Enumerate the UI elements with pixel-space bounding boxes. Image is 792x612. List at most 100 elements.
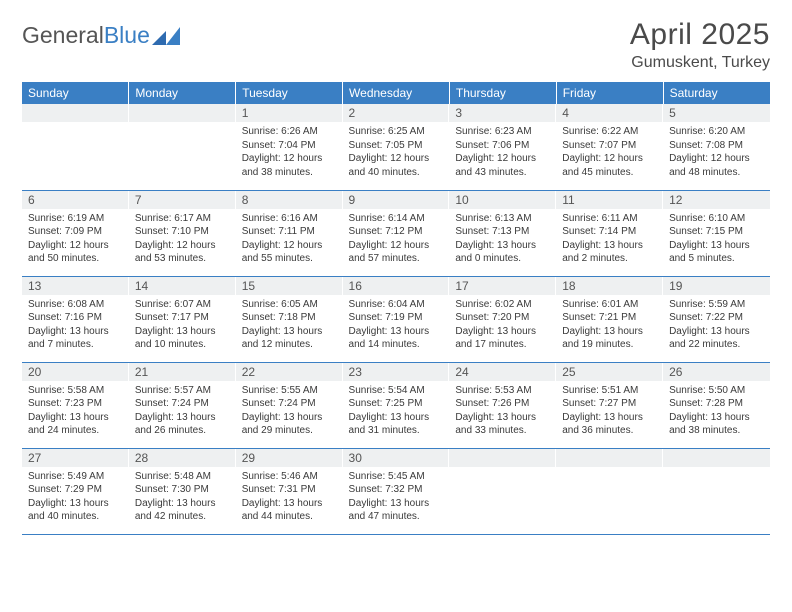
calendar-cell	[663, 448, 770, 534]
detail-line: Sunset: 7:09 PM	[28, 225, 123, 239]
detail-line: Sunrise: 5:48 AM	[135, 470, 230, 484]
detail-line: and 14 minutes.	[349, 338, 444, 352]
calendar-row: 27Sunrise: 5:49 AMSunset: 7:29 PMDayligh…	[22, 448, 770, 534]
detail-line: Daylight: 12 hours	[28, 239, 123, 253]
calendar-cell: 9Sunrise: 6:14 AMSunset: 7:12 PMDaylight…	[343, 190, 450, 276]
calendar-cell: 29Sunrise: 5:46 AMSunset: 7:31 PMDayligh…	[236, 448, 343, 534]
detail-line: Daylight: 13 hours	[28, 325, 123, 339]
day-number: 25	[556, 363, 663, 381]
detail-line: Sunset: 7:08 PM	[669, 139, 764, 153]
day-details: Sunrise: 6:01 AMSunset: 7:21 PMDaylight:…	[556, 295, 663, 356]
weekday-thu: Thursday	[449, 82, 556, 104]
detail-line: Daylight: 12 hours	[562, 152, 657, 166]
detail-line: and 0 minutes.	[455, 252, 550, 266]
day-number: 28	[129, 449, 236, 467]
calendar-cell: 16Sunrise: 6:04 AMSunset: 7:19 PMDayligh…	[343, 276, 450, 362]
detail-line: and 57 minutes.	[349, 252, 444, 266]
calendar-cell: 21Sunrise: 5:57 AMSunset: 7:24 PMDayligh…	[129, 362, 236, 448]
header: GeneralBlue April 2025 Gumuskent, Turkey	[22, 18, 770, 72]
calendar-cell: 30Sunrise: 5:45 AMSunset: 7:32 PMDayligh…	[343, 448, 450, 534]
day-number: 3	[449, 104, 556, 122]
logo-text-2: Blue	[104, 22, 150, 49]
calendar-cell: 7Sunrise: 6:17 AMSunset: 7:10 PMDaylight…	[129, 190, 236, 276]
calendar-cell: 17Sunrise: 6:02 AMSunset: 7:20 PMDayligh…	[449, 276, 556, 362]
day-details	[22, 122, 129, 129]
day-details	[449, 467, 556, 474]
detail-line: Sunset: 7:06 PM	[455, 139, 550, 153]
detail-line: Sunset: 7:13 PM	[455, 225, 550, 239]
day-number: 19	[663, 277, 770, 295]
detail-line: Daylight: 13 hours	[242, 497, 337, 511]
detail-line: and 17 minutes.	[455, 338, 550, 352]
detail-line: Sunset: 7:07 PM	[562, 139, 657, 153]
day-details	[556, 467, 663, 474]
detail-line: Daylight: 13 hours	[669, 239, 764, 253]
day-details: Sunrise: 6:14 AMSunset: 7:12 PMDaylight:…	[343, 209, 450, 270]
detail-line: Sunset: 7:16 PM	[28, 311, 123, 325]
day-number	[449, 449, 556, 467]
day-details: Sunrise: 5:57 AMSunset: 7:24 PMDaylight:…	[129, 381, 236, 442]
detail-line: Sunrise: 6:22 AM	[562, 125, 657, 139]
detail-line: Sunrise: 6:14 AM	[349, 212, 444, 226]
day-number: 1	[236, 104, 343, 122]
detail-line: Daylight: 13 hours	[135, 497, 230, 511]
calendar-cell: 20Sunrise: 5:58 AMSunset: 7:23 PMDayligh…	[22, 362, 129, 448]
day-number	[663, 449, 770, 467]
calendar-cell: 13 Sunrise: 6:08 AMSunset: 7:16 PMDayligh…	[22, 276, 129, 362]
detail-line: Sunset: 7:04 PM	[242, 139, 337, 153]
day-number: 18	[556, 277, 663, 295]
detail-line: and 38 minutes.	[669, 424, 764, 438]
day-number: 22	[236, 363, 343, 381]
day-number: 14	[129, 277, 236, 295]
detail-line: Sunrise: 6:10 AM	[669, 212, 764, 226]
day-details: Sunrise: 5:59 AMSunset: 7:22 PMDaylight:…	[663, 295, 770, 356]
detail-line: Sunrise: 6:19 AM	[28, 212, 123, 226]
calendar-table: Sunday Monday Tuesday Wednesday Thursday…	[22, 82, 770, 535]
calendar-cell: 15Sunrise: 6:05 AMSunset: 7:18 PMDayligh…	[236, 276, 343, 362]
detail-line: and 26 minutes.	[135, 424, 230, 438]
detail-line: Daylight: 12 hours	[135, 239, 230, 253]
detail-line: Sunrise: 5:58 AM	[28, 384, 123, 398]
day-details: Sunrise: 5:46 AMSunset: 7:31 PMDaylight:…	[236, 467, 343, 528]
calendar-cell: 4Sunrise: 6:22 AMSunset: 7:07 PMDaylight…	[556, 104, 663, 190]
logo-text-1: General	[22, 22, 104, 49]
day-number: 15	[236, 277, 343, 295]
day-number: 13	[22, 277, 129, 295]
detail-line: Sunset: 7:21 PM	[562, 311, 657, 325]
detail-line: and 22 minutes.	[669, 338, 764, 352]
detail-line: Sunset: 7:25 PM	[349, 397, 444, 411]
detail-line: Daylight: 13 hours	[669, 411, 764, 425]
detail-line: Sunset: 7:23 PM	[28, 397, 123, 411]
detail-line: Sunrise: 5:55 AM	[242, 384, 337, 398]
detail-line: and 42 minutes.	[135, 510, 230, 524]
detail-line: Sunrise: 6:02 AM	[455, 298, 550, 312]
detail-line: Sunrise: 6:11 AM	[562, 212, 657, 226]
calendar-row: 20Sunrise: 5:58 AMSunset: 7:23 PMDayligh…	[22, 362, 770, 448]
day-number	[556, 449, 663, 467]
detail-line: Sunset: 7:15 PM	[669, 225, 764, 239]
calendar-cell: 19Sunrise: 5:59 AMSunset: 7:22 PMDayligh…	[663, 276, 770, 362]
detail-line: and 10 minutes.	[135, 338, 230, 352]
logo: GeneralBlue	[22, 18, 180, 49]
detail-line: Daylight: 13 hours	[28, 497, 123, 511]
detail-line: and 40 minutes.	[349, 166, 444, 180]
day-details: Sunrise: 5:58 AMSunset: 7:23 PMDaylight:…	[22, 381, 129, 442]
detail-line: Sunset: 7:30 PM	[135, 483, 230, 497]
calendar-cell: 2Sunrise: 6:25 AMSunset: 7:05 PMDaylight…	[343, 104, 450, 190]
detail-line: Sunset: 7:18 PM	[242, 311, 337, 325]
detail-line: and 50 minutes.	[28, 252, 123, 266]
detail-line: Sunrise: 6:04 AM	[349, 298, 444, 312]
detail-line: Sunset: 7:27 PM	[562, 397, 657, 411]
detail-line: Sunset: 7:24 PM	[135, 397, 230, 411]
day-number: 2	[343, 104, 450, 122]
day-details: Sunrise: 6:10 AMSunset: 7:15 PMDaylight:…	[663, 209, 770, 270]
weekday-wed: Wednesday	[343, 82, 450, 104]
detail-line: and 43 minutes.	[455, 166, 550, 180]
detail-line: Daylight: 13 hours	[349, 497, 444, 511]
detail-line: and 44 minutes.	[242, 510, 337, 524]
day-details: Sunrise: 5:53 AMSunset: 7:26 PMDaylight:…	[449, 381, 556, 442]
detail-line: Sunrise: 5:51 AM	[562, 384, 657, 398]
detail-line: Daylight: 13 hours	[349, 411, 444, 425]
detail-line: and 29 minutes.	[242, 424, 337, 438]
detail-line: Sunrise: 6:08 AM	[28, 298, 123, 312]
